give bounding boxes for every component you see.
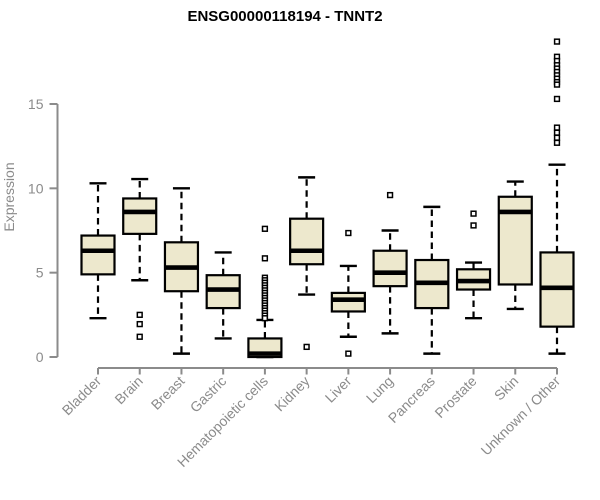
- outlier-point: [303, 343, 310, 351]
- box-hematopoietic-cells: [247, 225, 283, 359]
- outlier-point: [470, 222, 477, 229]
- box-pancreas: [414, 205, 450, 355]
- iqr-box: [122, 197, 158, 235]
- outlier-point: [553, 81, 561, 88]
- outlier-point: [470, 210, 477, 217]
- chart-title: ENSG00000118194 - TNNT2: [187, 8, 382, 25]
- y-tick-label: 10: [28, 180, 44, 196]
- y-tick-label: 5: [36, 265, 44, 281]
- outlier-point: [553, 95, 561, 103]
- x-tick-label-lung: Lung: [363, 373, 396, 406]
- outlier-point: [553, 134, 561, 141]
- iqr-box: [80, 234, 116, 276]
- box-lung: [372, 191, 408, 335]
- outlier-point: [553, 129, 561, 136]
- iqr-box: [372, 249, 408, 288]
- y-axis: 0 5 10 15: [28, 96, 59, 365]
- box-bladder: [80, 182, 116, 320]
- outlier-point: [261, 315, 269, 322]
- outlier-point: [386, 191, 394, 199]
- x-tick-label-brain: Brain: [111, 373, 145, 407]
- outlier-point: [136, 333, 143, 340]
- outlier-point: [261, 255, 269, 262]
- box-prostate: [455, 210, 492, 320]
- outlier-point: [553, 124, 561, 131]
- outlier-point: [345, 229, 352, 237]
- outlier-point: [261, 225, 269, 232]
- box-liver: [330, 229, 366, 357]
- box-breast: [163, 187, 200, 355]
- x-tick-label-prostate: Prostate: [431, 373, 479, 421]
- outlier-point: [345, 350, 352, 357]
- outlier-point: [136, 311, 143, 318]
- x-tick-label-liver: Liver: [322, 373, 355, 406]
- box-unknown-other: [539, 38, 575, 355]
- x-tick-label-unknown-other: Unknown / Other: [478, 373, 564, 459]
- box-brain: [122, 177, 158, 340]
- outlier-point: [136, 320, 143, 328]
- box-skin: [497, 180, 533, 311]
- outlier-point: [553, 139, 561, 146]
- y-tick-label: 0: [36, 349, 44, 365]
- x-tick-label-kidney: Kidney: [271, 373, 313, 415]
- y-axis-title: Expression: [1, 162, 17, 231]
- x-tick-label-breast: Breast: [148, 373, 188, 413]
- plot-area: 0 5 10 15 Bladder Brain Breast GastricHematopoi…: [28, 38, 575, 470]
- box-kidney: [289, 176, 325, 351]
- box-gastric: [205, 251, 241, 340]
- y-tick-label: 15: [28, 96, 44, 112]
- x-tick-label-bladder: Bladder: [59, 373, 105, 419]
- outlier-point: [553, 38, 561, 45]
- iqr-box: [330, 291, 366, 313]
- x-tick-label-skin: Skin: [491, 373, 522, 404]
- iqr-box: [289, 217, 325, 266]
